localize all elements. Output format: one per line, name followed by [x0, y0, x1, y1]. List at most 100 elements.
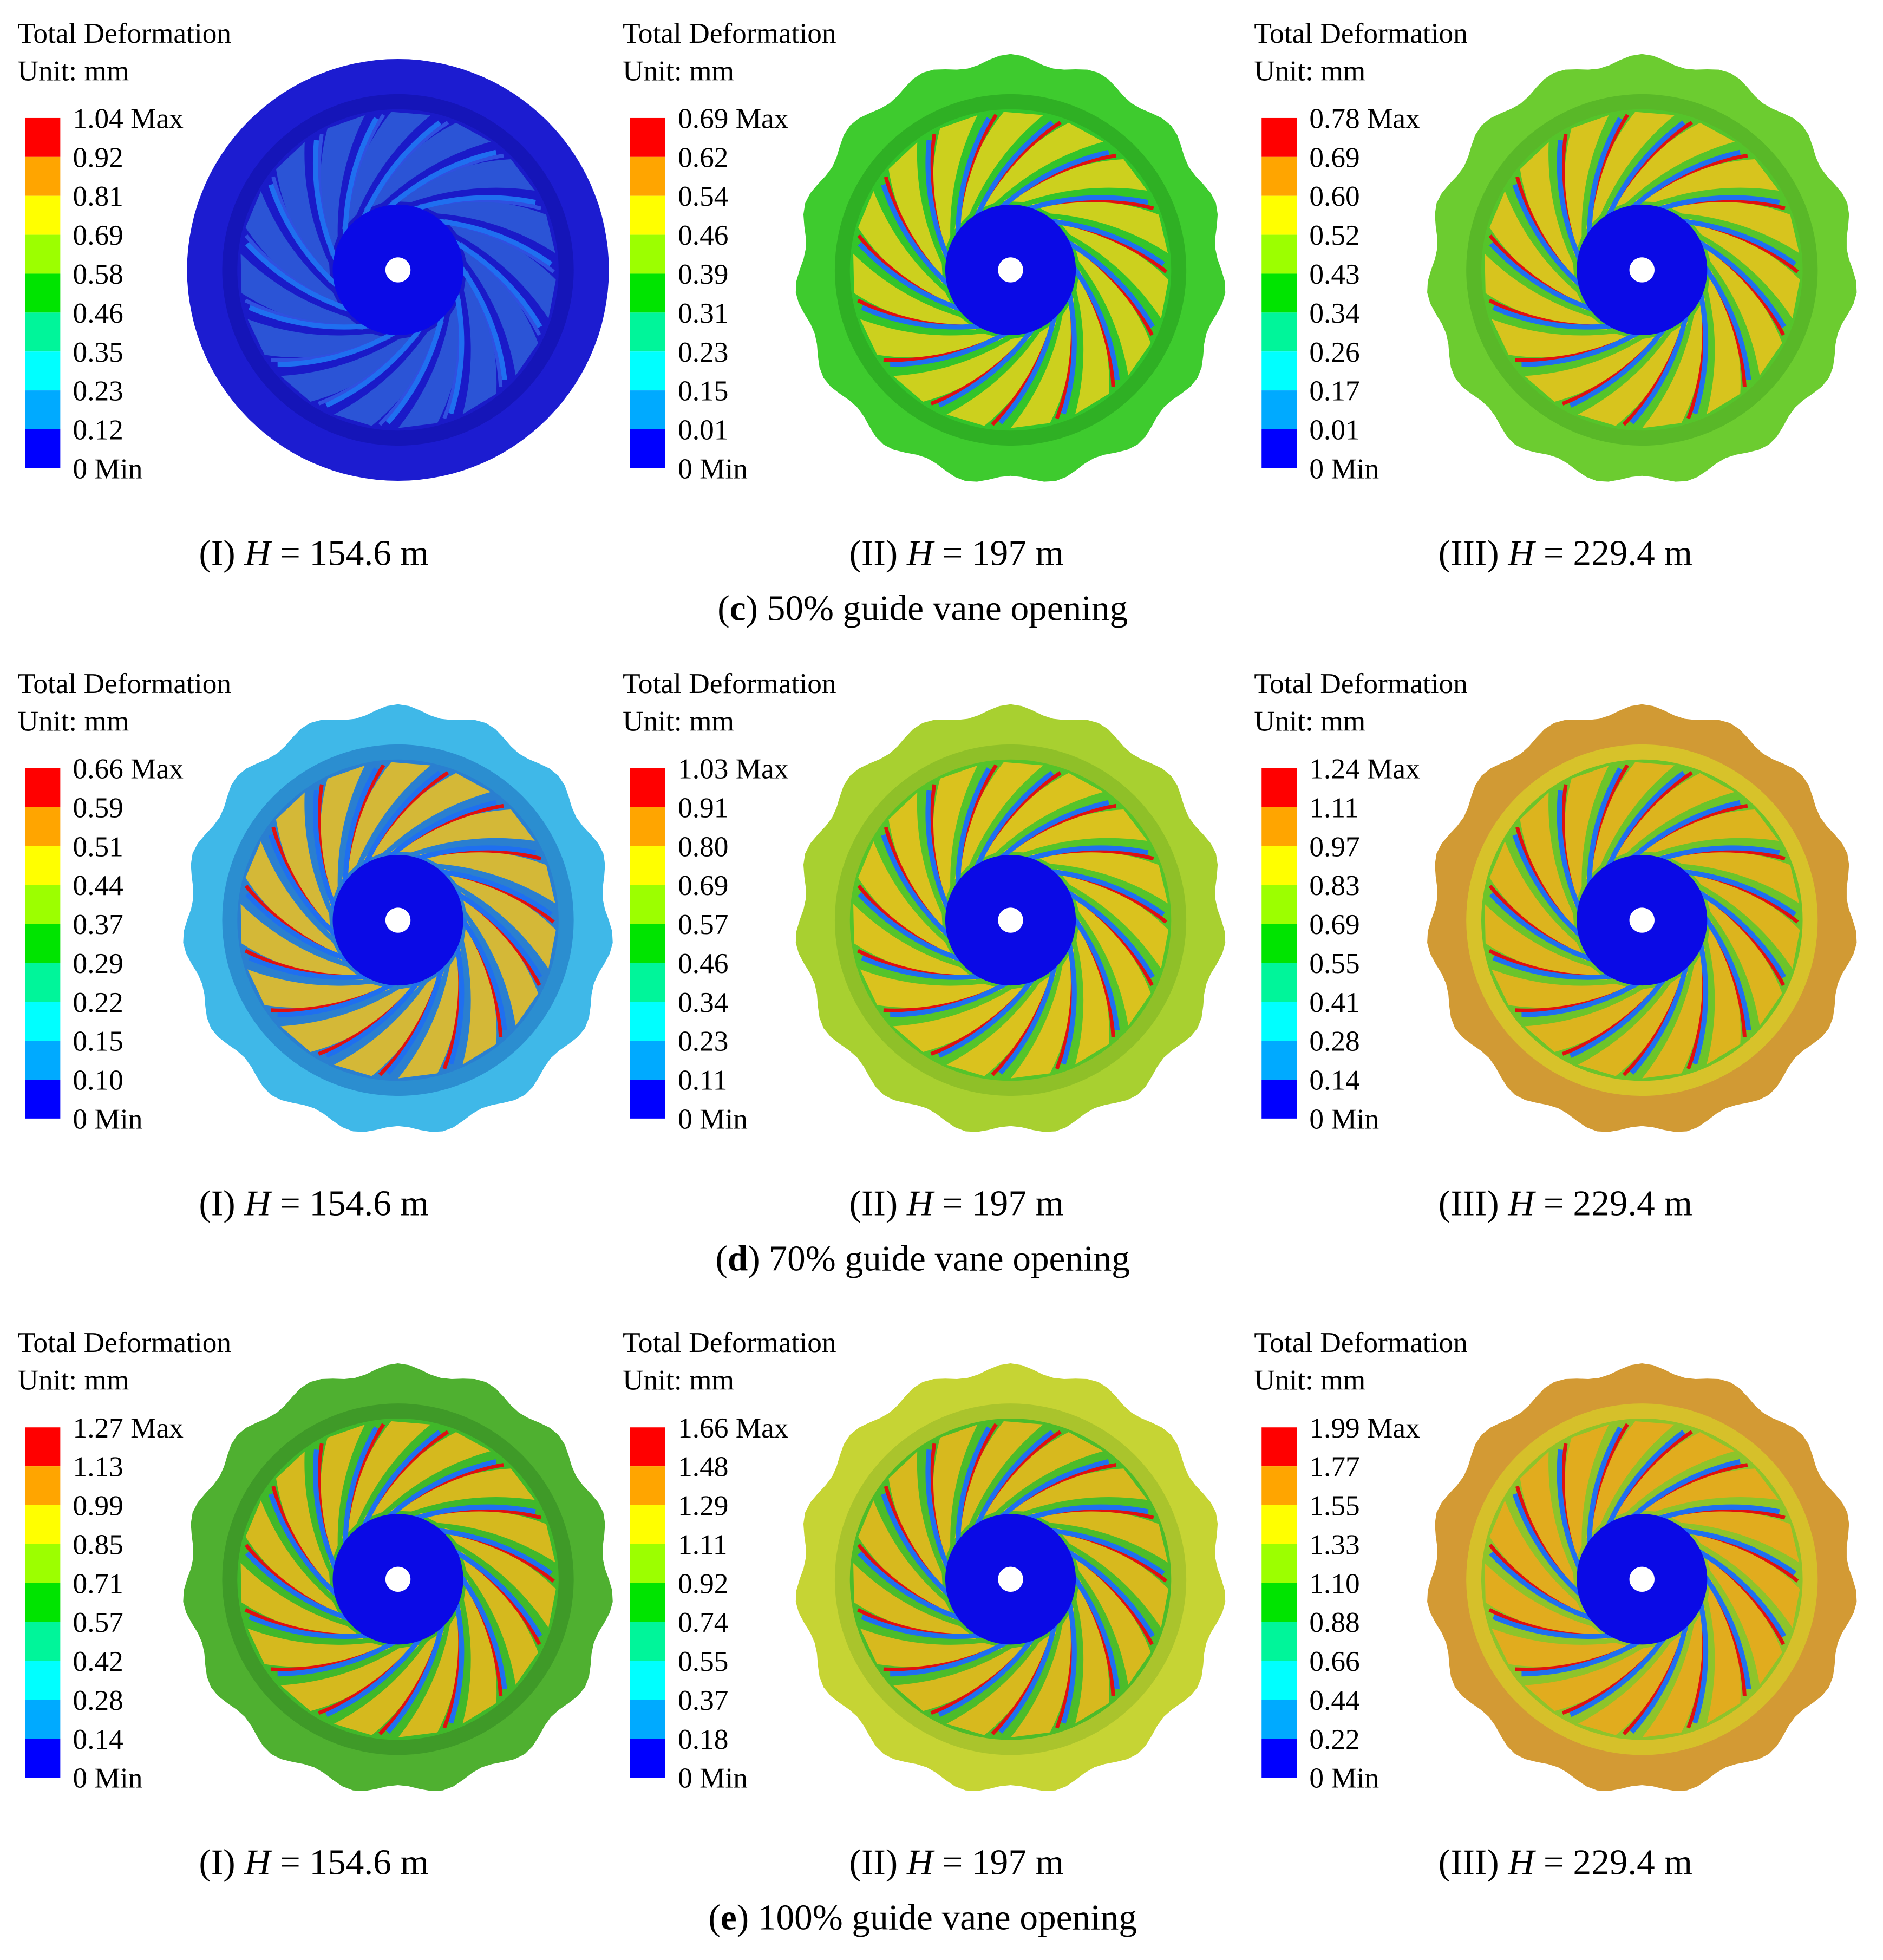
vane-zone — [334, 321, 444, 426]
label-prefix: (II) — [849, 1182, 907, 1223]
legend-label: 1.11 — [1309, 791, 1358, 824]
color-band — [630, 117, 665, 157]
vane — [248, 1614, 370, 1639]
vane — [999, 149, 1109, 210]
vane — [1569, 1636, 1666, 1717]
color-band — [25, 1622, 61, 1661]
legend-label: 0.29 — [73, 947, 123, 979]
vane — [1557, 790, 1583, 912]
color-band — [1261, 117, 1297, 157]
panel-label: (III) H = 229.4 m — [1439, 1842, 1692, 1883]
vane-zone — [240, 904, 364, 980]
vane — [1605, 1429, 1685, 1528]
vane-zone — [342, 762, 431, 880]
vane — [325, 977, 423, 1058]
color-band — [630, 1700, 665, 1739]
vane — [999, 1459, 1109, 1519]
vane — [955, 1426, 991, 1545]
vane-zone — [976, 1432, 1103, 1520]
vane-zone — [419, 850, 555, 904]
legend-label: 1.24 Max — [1309, 753, 1420, 785]
legend-title: Total Deformation — [623, 1326, 836, 1358]
vane — [414, 845, 536, 862]
vane — [437, 218, 553, 266]
color-band — [25, 1079, 61, 1119]
label-suffix: = 154.6 m — [271, 1842, 429, 1883]
vane — [858, 242, 963, 312]
deformation-plot — [187, 58, 609, 481]
vane — [437, 868, 553, 917]
label-variable: H — [244, 1182, 272, 1223]
color-band — [25, 117, 61, 157]
caption-open: ( — [716, 1238, 728, 1278]
vane — [861, 955, 983, 980]
legend-label: 1.11 — [678, 1528, 727, 1560]
deformation-plot — [183, 704, 613, 1132]
vane — [343, 117, 378, 236]
vane — [268, 834, 339, 938]
color-band — [630, 846, 665, 885]
vane — [248, 305, 370, 330]
vane-zone — [1564, 765, 1609, 906]
color-band — [630, 1661, 665, 1700]
vane — [1681, 218, 1797, 266]
vane-zone — [390, 159, 535, 202]
legend-label: 0.51 — [73, 830, 123, 863]
color-band — [630, 390, 665, 429]
legend-label: 0.12 — [73, 414, 123, 446]
color-band — [25, 156, 61, 196]
vane — [938, 327, 1035, 408]
legend-label: 0.15 — [73, 1025, 123, 1057]
color-band — [1261, 312, 1297, 352]
panel-label: (III) H = 229.4 m — [1439, 1182, 1692, 1223]
color-band — [630, 1622, 665, 1661]
row-caption: (e) 100% guide vane opening — [708, 1897, 1136, 1938]
vane — [1492, 1614, 1614, 1639]
vane — [925, 140, 951, 262]
vane — [312, 1449, 338, 1571]
vane-zone — [461, 1551, 539, 1685]
vane-zone — [853, 904, 976, 980]
color-band — [1261, 1505, 1297, 1544]
color-band — [1261, 273, 1297, 313]
vane-zone — [334, 1630, 444, 1735]
vane-zone — [1634, 1468, 1779, 1512]
legend-label: 0.99 — [73, 1489, 123, 1522]
vane — [1702, 916, 1751, 1030]
vane — [1557, 1449, 1583, 1571]
caption-letter: c — [730, 587, 746, 628]
color-band — [1261, 963, 1297, 1002]
legend-label: 0.59 — [73, 791, 123, 824]
legend-unit: Unit: mm — [623, 1364, 734, 1396]
vane-zone — [276, 1451, 331, 1594]
vane — [453, 890, 542, 979]
vane — [1492, 955, 1614, 980]
vane — [1026, 1504, 1149, 1521]
deformation-plot — [795, 704, 1226, 1132]
legend-unit: Unit: mm — [18, 704, 129, 737]
legend-label: 0 Min — [678, 452, 748, 485]
vane — [277, 1639, 396, 1677]
legend-label: 0.28 — [73, 1684, 123, 1716]
vane — [1065, 1549, 1155, 1638]
vane-zone — [893, 335, 1032, 402]
color-band — [630, 234, 665, 274]
vane — [1065, 239, 1155, 329]
vane-zone — [932, 1425, 978, 1565]
vane — [1065, 890, 1155, 979]
legend-title: Total Deformation — [623, 667, 836, 700]
color-band — [1261, 768, 1297, 807]
vane-zone — [946, 1630, 1057, 1735]
legend-label: 0.66 — [1309, 1645, 1359, 1677]
vane — [1586, 1426, 1623, 1545]
legend-label: 0.42 — [73, 1645, 123, 1677]
vane — [1026, 195, 1149, 212]
vane-zone — [462, 270, 497, 415]
label-variable: H — [906, 1842, 935, 1883]
vane-zone — [1073, 241, 1151, 376]
vane-zone — [444, 868, 556, 969]
caption-text: ) 50% guide vane opening — [746, 587, 1128, 628]
color-band — [25, 273, 61, 313]
color-band — [1261, 1544, 1297, 1583]
vane-zone — [1688, 218, 1800, 319]
